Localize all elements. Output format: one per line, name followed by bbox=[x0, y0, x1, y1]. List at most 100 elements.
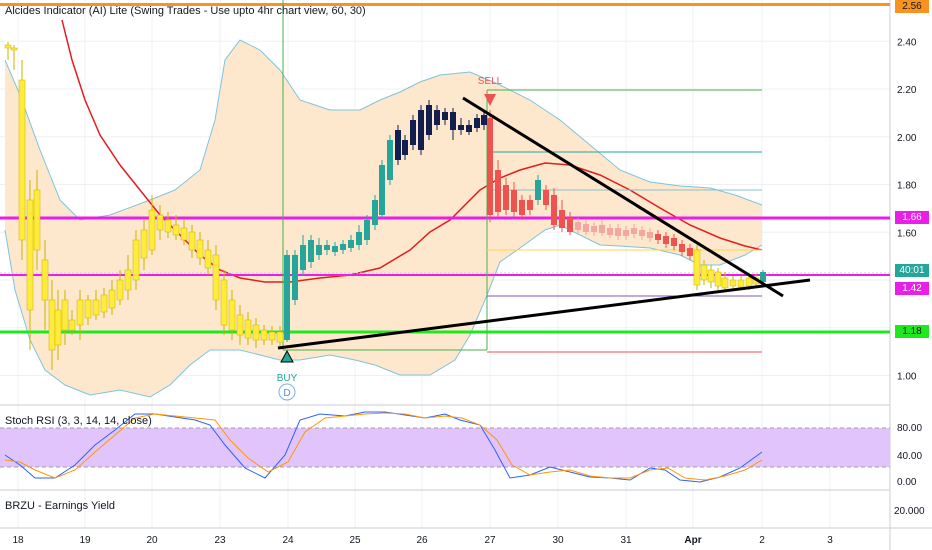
candle bbox=[729, 279, 737, 287]
candle bbox=[33, 189, 41, 251]
price-tick: 2.00 bbox=[897, 133, 917, 144]
brzu-legend[interactable]: BRZU - Earnings Yield bbox=[5, 500, 116, 512]
time-tick: 25 bbox=[349, 535, 361, 546]
candle bbox=[535, 180, 541, 200]
candle bbox=[18, 79, 26, 241]
candle bbox=[316, 245, 322, 255]
candle bbox=[402, 140, 408, 155]
candle bbox=[61, 299, 69, 331]
candle bbox=[503, 185, 509, 210]
stoch-rsi-pane bbox=[0, 411, 890, 483]
candle bbox=[615, 228, 621, 236]
candle bbox=[41, 259, 49, 301]
candle bbox=[714, 271, 722, 287]
buy-label: BUY bbox=[277, 373, 298, 384]
candle bbox=[700, 264, 708, 281]
stoch-rsi-legend[interactable]: Stoch RSI (3, 3, 14, 14, close) bbox=[5, 415, 152, 427]
candle bbox=[426, 105, 432, 135]
indicator-legend[interactable]: Alcides Indicator (AI) Lite (Swing Trade… bbox=[5, 5, 366, 17]
candle bbox=[140, 229, 148, 259]
candle bbox=[164, 219, 172, 233]
candle bbox=[284, 255, 290, 340]
time-tick: 19 bbox=[79, 535, 91, 546]
candle bbox=[276, 331, 284, 343]
sell-label: SELL bbox=[478, 76, 503, 87]
candle bbox=[188, 231, 196, 251]
candle bbox=[721, 277, 729, 289]
time-tick: 23 bbox=[214, 535, 226, 546]
candle bbox=[54, 309, 62, 346]
stoch-k-line bbox=[4, 411, 763, 483]
candle bbox=[324, 245, 330, 250]
candle bbox=[575, 222, 581, 230]
price-tag-118: 1.18 bbox=[895, 325, 929, 338]
sell-arrow-icon bbox=[484, 94, 496, 106]
price-tick: 1.60 bbox=[897, 228, 917, 239]
candle bbox=[68, 319, 76, 331]
candle bbox=[26, 199, 34, 311]
candle bbox=[623, 230, 629, 236]
buy-arrow-icon bbox=[280, 349, 294, 363]
candle bbox=[260, 329, 268, 341]
candle bbox=[132, 239, 140, 281]
candle bbox=[551, 195, 557, 225]
candle bbox=[116, 279, 124, 301]
candle bbox=[300, 245, 306, 270]
candle bbox=[410, 120, 416, 145]
price-tick: 2.20 bbox=[897, 85, 917, 96]
price-tick: 1.80 bbox=[897, 181, 917, 192]
brzu-tick: 20.000 bbox=[894, 506, 925, 517]
price-tag-142: 1.42 bbox=[895, 282, 929, 295]
candle bbox=[108, 289, 116, 309]
candle bbox=[760, 272, 766, 282]
time-tick: 31 bbox=[620, 535, 632, 546]
price-tick: 2.40 bbox=[897, 37, 917, 48]
candle bbox=[372, 200, 378, 225]
time-tick: 30 bbox=[552, 535, 564, 546]
time-tick: 26 bbox=[416, 535, 428, 546]
resistance-trendline bbox=[462, 96, 784, 298]
candle bbox=[124, 269, 132, 291]
trendlines[interactable]: BUY D SELL bbox=[277, 76, 811, 401]
moving-average bbox=[61, 19, 763, 283]
candle bbox=[511, 190, 517, 212]
candle bbox=[519, 200, 525, 215]
candle bbox=[591, 226, 597, 232]
candle bbox=[148, 209, 156, 251]
candle bbox=[387, 140, 393, 180]
axes: 2.40 2.20 2.00 1.80 1.60 1.00 80.00 40.00 0.00 20… bbox=[12, 37, 925, 546]
candle bbox=[395, 130, 401, 160]
candle bbox=[693, 249, 701, 286]
candle bbox=[348, 240, 354, 248]
candle bbox=[631, 228, 637, 234]
time-tick: 24 bbox=[282, 535, 294, 546]
candle bbox=[364, 220, 370, 240]
dividend-icon bbox=[278, 383, 296, 401]
candle bbox=[583, 224, 589, 232]
candle bbox=[76, 299, 84, 326]
candle bbox=[308, 240, 314, 262]
candle bbox=[340, 244, 346, 250]
candle bbox=[458, 125, 464, 130]
candle bbox=[236, 314, 244, 336]
candle bbox=[220, 279, 228, 326]
candle bbox=[474, 118, 480, 128]
candle bbox=[48, 299, 56, 351]
rsi-tick: 0.00 bbox=[897, 477, 917, 488]
time-tick: 3 bbox=[827, 535, 833, 546]
candle bbox=[228, 299, 236, 331]
candle bbox=[687, 248, 693, 256]
price-tag-top: 2.56 bbox=[895, 0, 929, 13]
time-tick: Apr bbox=[684, 535, 701, 546]
candle bbox=[707, 269, 715, 283]
candle bbox=[639, 230, 645, 236]
candle bbox=[527, 200, 533, 210]
horizontal-lines bbox=[0, 0, 890, 353]
candle bbox=[671, 238, 677, 246]
candle bbox=[172, 224, 180, 236]
dividend-label: D bbox=[283, 388, 290, 399]
stoch-d-line bbox=[4, 412, 763, 481]
candle bbox=[418, 110, 424, 150]
candle bbox=[244, 319, 252, 339]
